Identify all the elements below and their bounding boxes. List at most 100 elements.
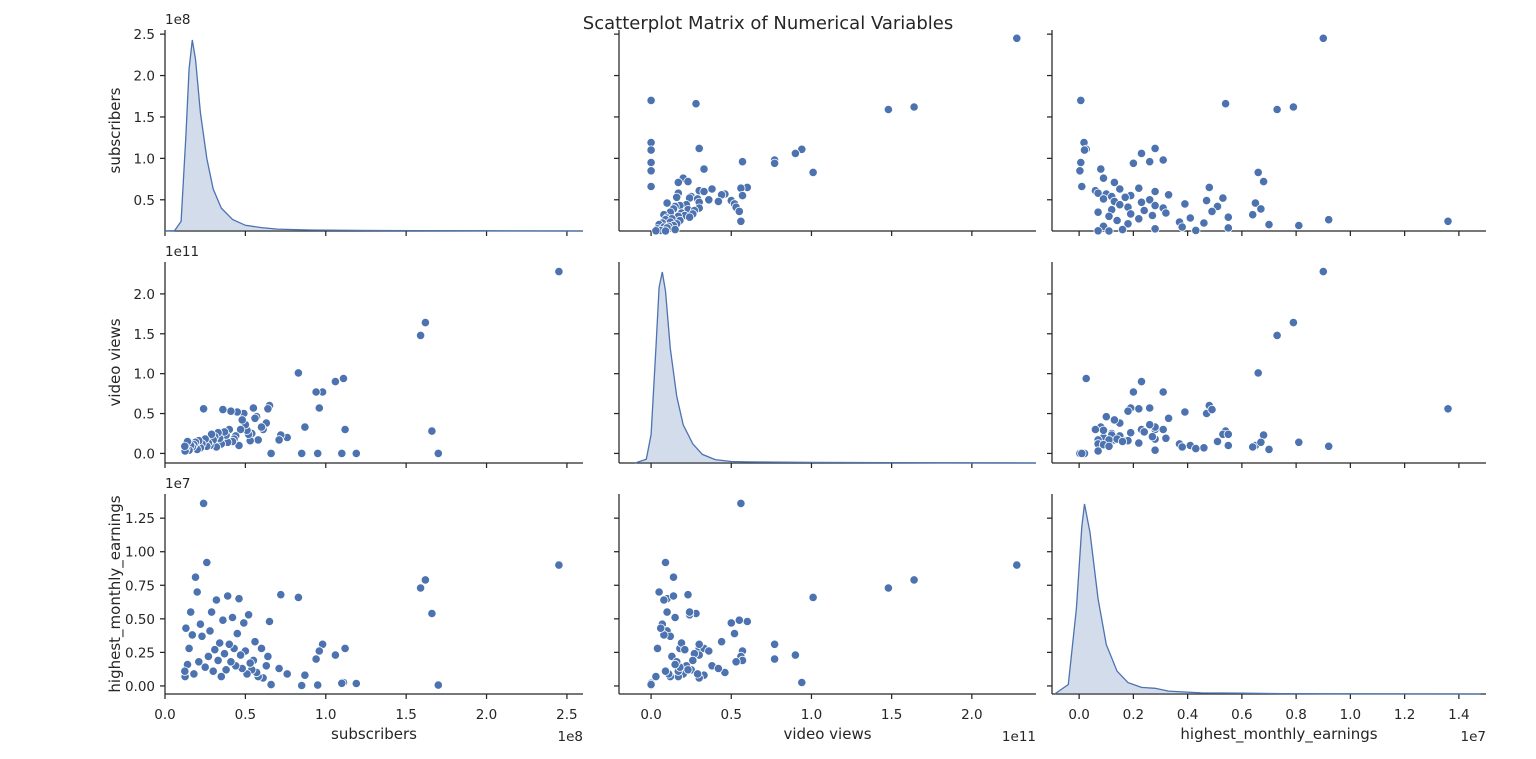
scatter-point [195, 619, 205, 629]
scatter-point [184, 643, 194, 654]
y-tick-label: 0.50 [125, 612, 155, 628]
y-tick-label: 1.0 [134, 151, 155, 167]
scatter-point [190, 572, 201, 582]
y-tick-label: 1.0 [134, 367, 155, 383]
scatter-point [1077, 181, 1087, 192]
scatter-point [1223, 212, 1233, 222]
scatter-point [207, 607, 217, 617]
y-offset-label: 1e11 [165, 244, 199, 260]
scatter-point [1264, 220, 1274, 230]
scatter-point [1134, 438, 1144, 448]
scatter-point [1443, 404, 1453, 414]
scatter-point [651, 671, 661, 682]
panel-highest-monthly-earnings-vs-subscribers: 0.00 0.25 0.50 0.75 1.00 1.25 0.0 0.5 1.0 1.5 2.0 2… [125, 476, 583, 745]
scatter-point [734, 615, 744, 625]
scatter-point [1207, 404, 1217, 415]
scatter-point [1191, 443, 1201, 454]
scatter-point [1164, 413, 1174, 423]
scatter-point [1128, 387, 1139, 397]
scatter-point [660, 226, 671, 236]
scatter-point [1164, 190, 1174, 200]
scatter-point [734, 206, 744, 216]
scatter-point [1076, 95, 1086, 106]
scatter-point [736, 498, 746, 508]
scatter-point [554, 266, 564, 277]
scatter-point [1185, 213, 1195, 223]
kde-curve [164, 39, 584, 232]
scatter-point [1145, 403, 1155, 413]
scatter-point [205, 626, 215, 636]
scatter-point [1145, 195, 1155, 205]
scatter-point [1126, 209, 1136, 219]
scatter-point [673, 177, 683, 187]
scatter-point [239, 618, 249, 628]
scatter-point [236, 650, 246, 660]
scatter-point [1112, 215, 1122, 226]
scatter-point [716, 637, 727, 647]
scatter-point [1123, 406, 1133, 416]
x-tick-label: 0.0 [1068, 707, 1089, 723]
scatter-point [662, 198, 672, 208]
scatter-point [427, 426, 437, 436]
scatter-point [1117, 436, 1128, 447]
scatter-point [218, 615, 228, 625]
y-tick-label: 1.5 [134, 110, 155, 126]
scatter-point [1253, 368, 1263, 378]
scatter-point [726, 618, 736, 628]
scatter-point [181, 623, 191, 633]
scatter-point [1223, 223, 1233, 233]
scatter-point [1115, 184, 1125, 194]
scatter-point [266, 679, 276, 690]
scatter-point [234, 440, 244, 451]
x-tick-label: 0.5 [235, 707, 256, 723]
y-axis-label: video views [106, 318, 124, 406]
scatter-point [210, 645, 220, 655]
scatter-point [1212, 436, 1223, 447]
scatter-point [699, 186, 709, 197]
scatter-point [1264, 444, 1274, 454]
scatter-point [652, 643, 663, 654]
kde-area [1054, 504, 1481, 694]
scatter-point [314, 646, 324, 656]
scatter-point [340, 643, 350, 654]
scatter-point [1256, 437, 1266, 447]
scatter-point [1259, 177, 1269, 187]
scatter-point [202, 557, 212, 568]
scatter-point [694, 639, 704, 649]
scatter-point [1199, 443, 1209, 453]
scatter-point [1158, 387, 1168, 397]
scatter-point [415, 330, 426, 340]
scatter-point [1134, 183, 1144, 193]
scatter-point [1199, 218, 1209, 228]
panel-highest-monthly-earnings-vs-highest-monthly-earnings: 0.0 0.2 0.4 0.6 0.8 1.0 1.2 1.4 1e7 [1047, 494, 1486, 745]
y-tick-label: 0.5 [134, 407, 155, 423]
scatter-point [261, 661, 271, 671]
scatter-point [433, 448, 443, 458]
scatter-point [338, 373, 349, 384]
scatter-point [651, 226, 661, 236]
panel-highest-monthly-earnings-vs-video-views: 0.0 0.5 1.0 1.5 2.0 1e11 [614, 494, 1036, 745]
scatter-point [736, 183, 746, 193]
scatter-point [203, 651, 213, 662]
scatter-point [199, 404, 209, 414]
scatter-point [276, 590, 286, 600]
scatter-point [1150, 143, 1160, 153]
x-tick-label: 0.0 [154, 707, 175, 723]
x-axis-label: highest_monthly_earnings [1180, 725, 1377, 744]
scatter-point [1139, 427, 1149, 437]
x-tick-label: 0.8 [1285, 707, 1306, 723]
scatter-point [293, 368, 303, 378]
x-tick-label: 0.4 [1177, 707, 1198, 723]
scatter-point [300, 422, 310, 432]
x-tick-label: 2.0 [476, 707, 497, 723]
scatter-point [790, 148, 801, 158]
scatter-point [1077, 448, 1087, 458]
scatter-point [1079, 145, 1090, 155]
scatter-point [692, 669, 703, 679]
scatter-point [1150, 224, 1160, 234]
scatter-point [1096, 164, 1106, 174]
scatter-point [670, 225, 680, 235]
scatter-point [180, 666, 190, 676]
scatter-point [704, 195, 714, 205]
scatter-point [1139, 205, 1149, 216]
